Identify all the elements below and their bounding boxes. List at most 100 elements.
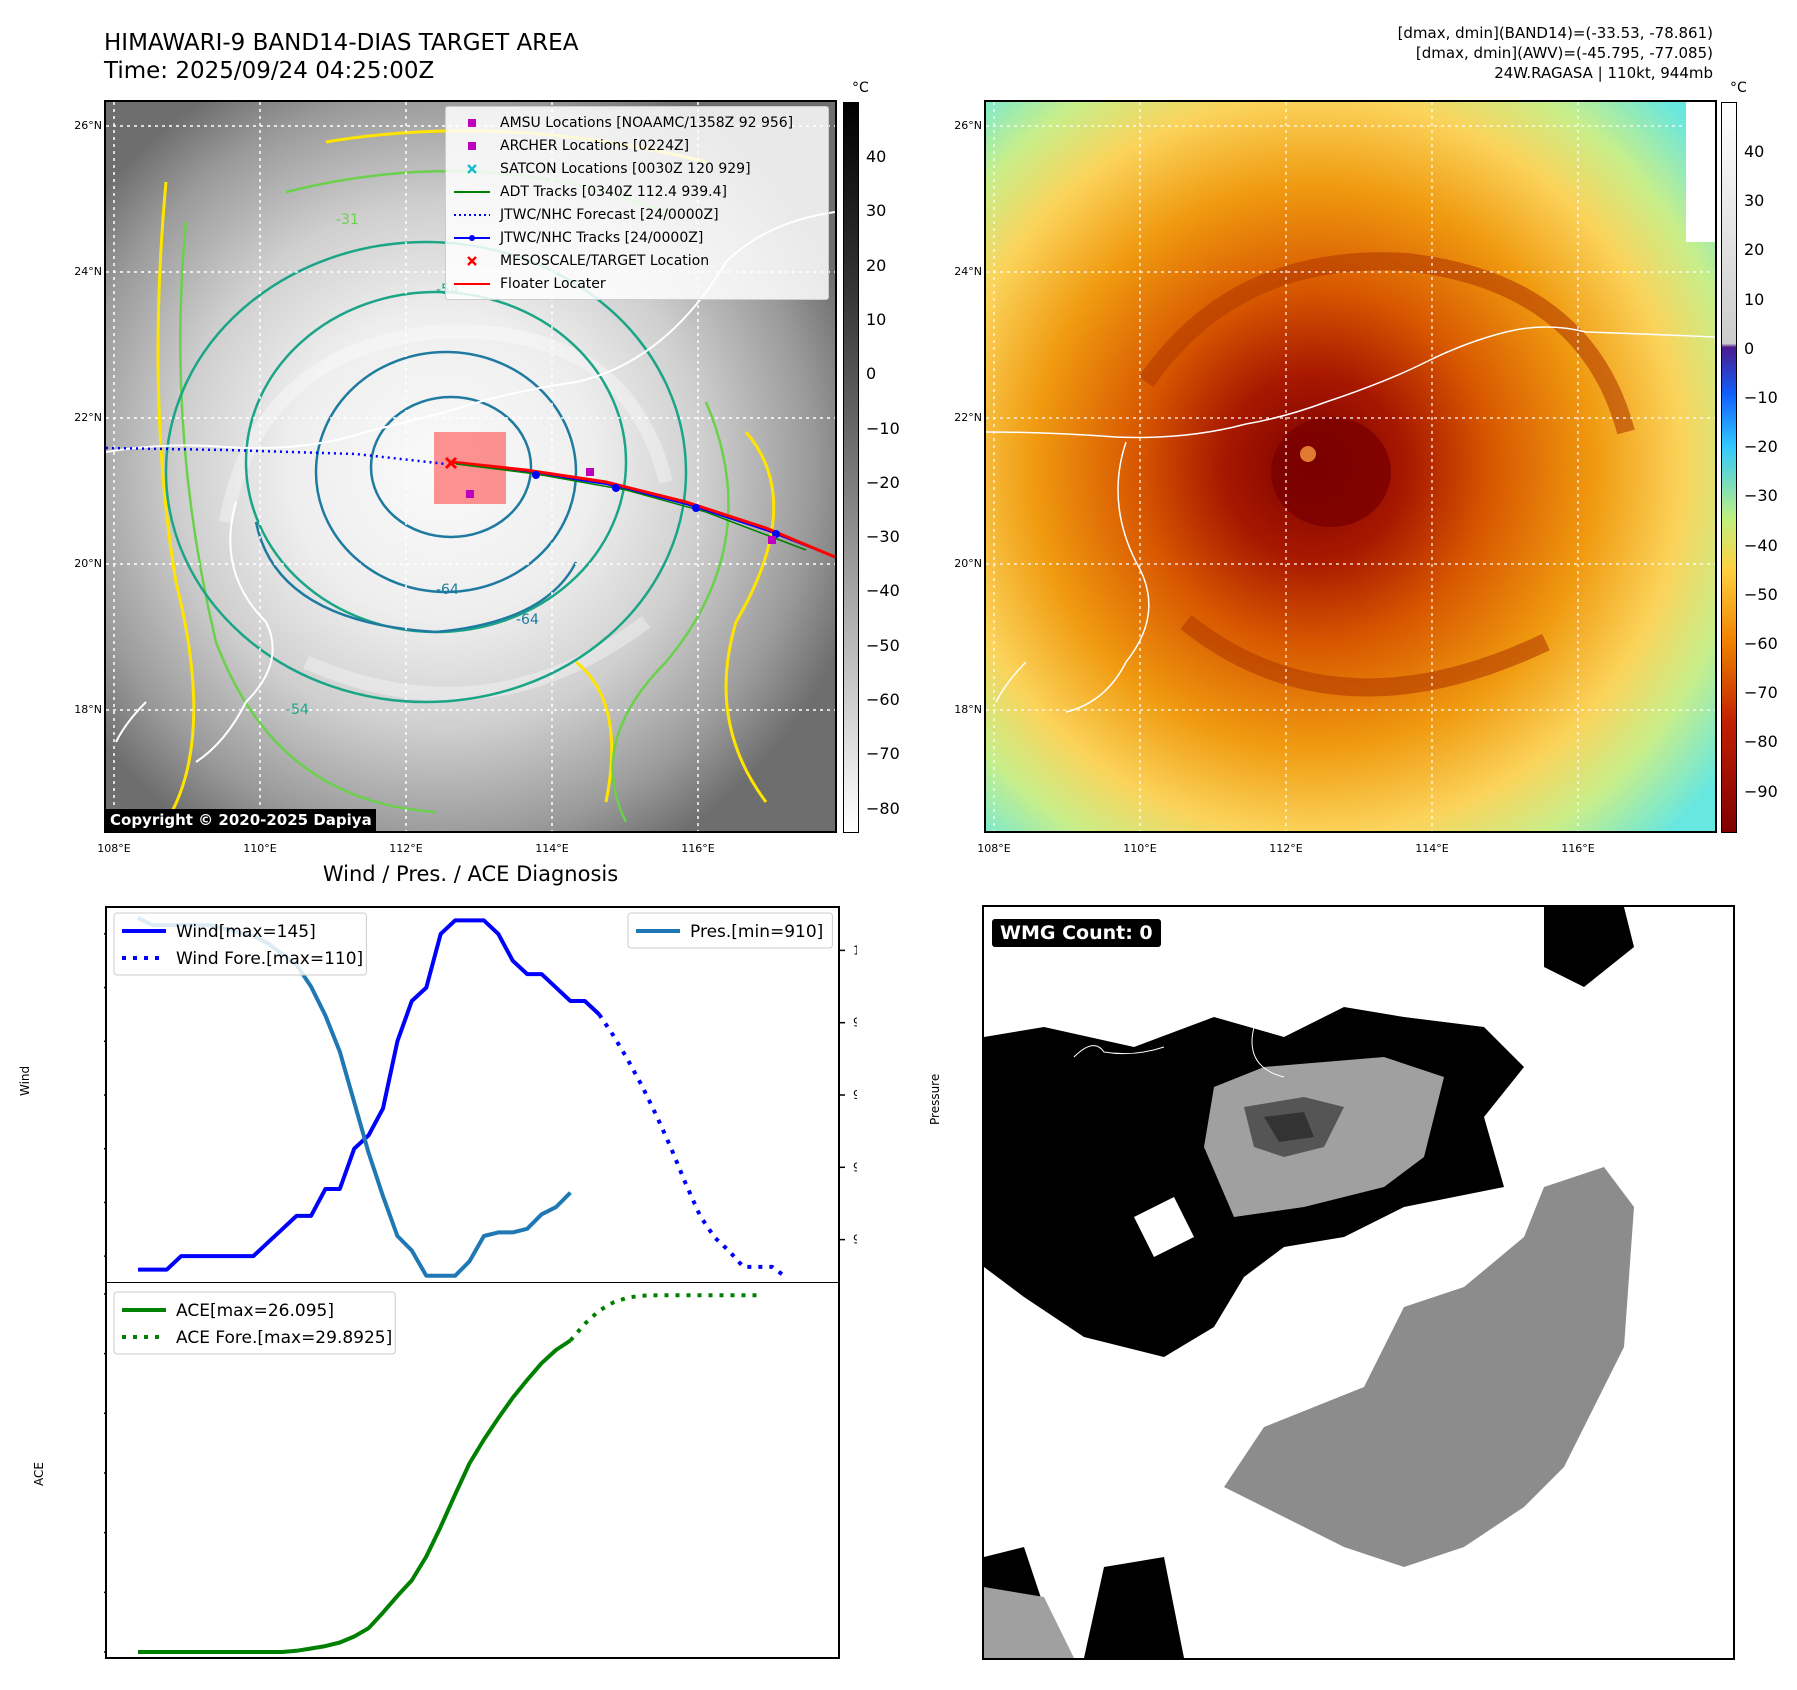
legend-swatch (454, 282, 490, 285)
legend-entry: SATCON Locations [0030Z 120 929] (452, 157, 822, 180)
legend-swatch (454, 190, 490, 193)
legend-label: ARCHER Locations [0224Z] (500, 137, 690, 154)
colorbar-tick-label: 20 (866, 255, 887, 275)
legend-label: Floater Locater (500, 275, 606, 292)
band14-map: -64 -64 -54 -54 -31 AMSU Locations [NOAA… (104, 100, 837, 833)
colorbar-tick-label: −10 (1744, 388, 1778, 407)
colorbar-tick-label: −80 (866, 798, 900, 818)
colorbar-tick-label: −50 (1744, 584, 1778, 604)
legend-label: SATCON Locations [0030Z 120 929] (500, 160, 751, 177)
chart-legend: ACE[max=26.095] ACE Fore.[max=29.8925] (113, 1291, 396, 1355)
legend-entry: JTWC/NHC Forecast [24/0000Z] (452, 203, 822, 226)
legend-label: JTWC/NHC Tracks [24/0000Z] (500, 229, 704, 246)
lat-tick-label: 18°N (954, 703, 982, 716)
colorbar-tick-label: −80 (1744, 732, 1778, 752)
copyright-label: Copyright © 2020-2025 Dapiya (106, 809, 376, 831)
y-tick-label: 980 (853, 1016, 857, 1030)
colorbar-tick-label: 30 (1744, 191, 1765, 211)
legend-label: ACE Fore.[max=29.8925] (176, 1328, 392, 1348)
legend-label: MESOSCALE/TARGET Location (500, 252, 710, 269)
colorbar-tick-label: 40 (866, 147, 887, 166)
legend-swatch (468, 141, 476, 150)
y-tick-label: 960 (853, 1088, 857, 1102)
colorbar-tick-label: −70 (866, 744, 900, 764)
colorbar-tick-label: 10 (866, 309, 887, 329)
colorbar-tick-label: 40 (1744, 142, 1765, 161)
lon-tick-label: 114°E (1415, 842, 1449, 855)
wind-pressure-chart: 204060801001201409209409609801000Wind[ma… (71, 906, 884, 1284)
chart-legend: Wind[max=145] Wind Fore.[max=110] (113, 912, 367, 976)
legend-swatch (454, 213, 490, 216)
y-tick-label: 940 (853, 1160, 857, 1174)
legend-entry: AMSU Locations [NOAAMC/1358Z 92 956] (452, 111, 822, 134)
wmg-count-badge: WMG Count: 0 (992, 919, 1161, 947)
pressure-ylabel: Pressure (928, 1073, 942, 1125)
series-line (138, 918, 601, 1272)
lon-tick-label: 116°E (1561, 842, 1595, 855)
legend-entry: Floater Locater (452, 272, 822, 295)
legend: AMSU Locations [NOAAMC/1358Z 92 956] ARCH… (445, 106, 829, 300)
awv-colorbar-unit: °C (1730, 80, 1747, 96)
colorbar-tick-label: 10 (1744, 289, 1765, 309)
colorbar-tick-label: 0 (1744, 338, 1755, 358)
legend-label: Pres.[min=910] (690, 922, 823, 942)
lon-tick-label: 112°E (389, 842, 423, 855)
colorbar-tick-label: −90 (1744, 781, 1778, 801)
contour-label: -31 (336, 212, 359, 228)
colorbar-tick-label: −60 (1744, 634, 1778, 653)
lon-tick-label: 110°E (243, 842, 277, 855)
diagnosis-title: Wind / Pres. / ACE Diagnosis (322, 862, 619, 886)
legend-swatch (467, 163, 477, 174)
colorbar-tick-label: −40 (1744, 535, 1778, 555)
lat-tick-label: 20°N (74, 557, 102, 570)
colorbar-tick-label: −20 (1744, 437, 1778, 457)
contour-label: -64 (516, 612, 539, 628)
lon-tick-label: 110°E (1123, 842, 1157, 855)
colorbar-tick-label: −40 (866, 581, 900, 601)
legend-label: ADT Tracks [0340Z 112.4 939.4] (500, 183, 727, 200)
legend-entry: ARCHER Locations [0224Z] (452, 134, 822, 157)
legend-swatch (467, 255, 477, 266)
colorbar-tick-label: −50 (866, 635, 900, 655)
colorbar-tick-label: −30 (866, 527, 900, 547)
awv-map (984, 100, 1717, 833)
legend-swatch (468, 118, 476, 127)
colorbar-tick-label: 30 (866, 201, 887, 221)
wind-pres-panel: 204060801001201409209409609801000Wind[ma… (71, 905, 884, 1284)
lat-tick-label: 24°N (74, 265, 102, 278)
colorbar-tick-label: −20 (866, 472, 900, 492)
colorbar-tick-label: −30 (1744, 486, 1778, 506)
lat-tick-label: 22°N (74, 411, 102, 424)
legend-entry: JTWC/NHC Tracks [24/0000Z] (452, 226, 822, 249)
lat-tick-label: 22°N (954, 411, 982, 424)
lon-tick-label: 108°E (97, 842, 131, 855)
y-tick-label: 1000 (853, 943, 857, 957)
figure-title: HIMAWARI-9 BAND14-DIAS TARGET AREA (104, 30, 579, 56)
legend-swatch (454, 234, 490, 241)
series-line (138, 1338, 572, 1654)
legend-label: JTWC/NHC Forecast [24/0000Z] (500, 206, 719, 223)
y-tick-label: 920 (853, 1233, 857, 1247)
colorbar-tick-label: −70 (1744, 683, 1778, 703)
forecast-series-line (568, 1293, 758, 1342)
legend-label: AMSU Locations [NOAAMC/1358Z 92 956] (500, 114, 794, 131)
colorbar-tick-label: −60 (866, 690, 900, 709)
chart-legend: Pres.[min=910] (627, 912, 833, 949)
legend-entry: ADT Tracks [0340Z 112.4 939.4] (452, 180, 822, 203)
ace-chart: 051015202530ACE[max=26.095]ACE Fore.[max… (79, 1281, 840, 1659)
lon-tick-label: 114°E (535, 842, 569, 855)
ace-ylabel: ACE (32, 1462, 46, 1486)
ace-panel: 051015202530ACE[max=26.095]ACE Fore.[max… (79, 1281, 857, 1660)
info-storm: 24W.RAGASA | 110kt, 944mb (1494, 64, 1713, 82)
band14-colorbar-unit: °C (852, 80, 869, 96)
figure-time: Time: 2025/09/24 04:25:00Z (104, 58, 435, 84)
lat-tick-label: 20°N (954, 557, 982, 570)
contour-label: -64 (436, 582, 459, 598)
colorbar-tick-label: −10 (866, 418, 900, 438)
lat-tick-label: 26°N (74, 119, 102, 132)
colorbar-tick-label: 20 (1744, 240, 1765, 260)
info-awv: [dmax, dmin](AWV)=(-45.795, -77.085) (1415, 44, 1713, 62)
forecast-series-line (597, 1013, 788, 1280)
legend-entry: MESOSCALE/TARGET Location (452, 249, 822, 272)
legend-label: ACE[max=26.095] (176, 1301, 334, 1321)
